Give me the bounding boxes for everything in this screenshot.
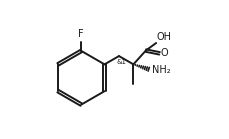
Text: F: F	[78, 29, 84, 39]
Text: OH: OH	[156, 32, 171, 42]
Text: &1: &1	[116, 59, 126, 65]
Text: NH₂: NH₂	[151, 65, 170, 75]
Text: O: O	[160, 48, 168, 58]
